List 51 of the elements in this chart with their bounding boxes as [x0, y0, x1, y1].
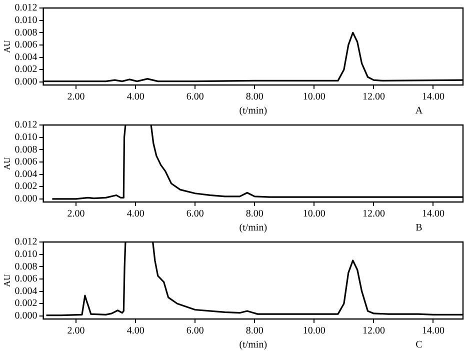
x-tick-label: 10.00 — [302, 92, 326, 103]
x-axis-title: (t/min) — [239, 340, 268, 351]
text: C — [416, 340, 423, 351]
y-tick-label: 0.000 — [14, 76, 38, 88]
y-axis-title: AU — [2, 274, 12, 287]
y-axis-title: AU — [2, 156, 12, 170]
x-tick-label: 8.00 — [246, 326, 264, 337]
y-tick-label: 0.008 — [14, 261, 38, 272]
x-tick-label: 8.00 — [246, 92, 264, 103]
x-tick-label: 14.00 — [422, 326, 444, 337]
y-tick-label: 0.012 — [14, 2, 38, 14]
x-axis-title: (t/min) — [239, 222, 268, 234]
y-tick-label: 0.012 — [14, 236, 38, 248]
y-tick-label: 0.004 — [14, 168, 38, 180]
x-tick-label: 8.00 — [246, 208, 264, 220]
y-tick-label: 0.000 — [14, 194, 38, 205]
y-tick-label: 0.006 — [14, 274, 38, 285]
y-tick-label: 0.010 — [14, 132, 38, 143]
x-tick-label: 12.00 — [362, 208, 385, 220]
x-tick-label: 6.00 — [186, 208, 204, 220]
y-tick-label: 0.000 — [14, 310, 38, 322]
y-tick-label: 0.006 — [14, 40, 38, 51]
x-tick-label: 2.00 — [67, 208, 85, 220]
y-tick-label: 0.010 — [14, 248, 38, 260]
x-tick-label: 4.00 — [126, 326, 144, 337]
x-tick-label: 10.00 — [302, 208, 326, 220]
y-tick-label: 0.006 — [14, 156, 38, 168]
x-tick-label: 10.00 — [302, 326, 326, 337]
x-tick-label: 4.00 — [126, 208, 144, 220]
x-tick-label: 14.00 — [422, 92, 444, 103]
x-tick-label: 12.00 — [362, 92, 385, 103]
x-axis-title: (t/min) — [239, 106, 268, 117]
y-tick-label: 0.002 — [14, 298, 38, 310]
y-tick-label: 0.012 — [14, 120, 38, 131]
x-tick-label: 4.00 — [126, 92, 144, 103]
y-axis-title: AU — [2, 40, 12, 53]
x-tick-label: 2.00 — [67, 92, 85, 103]
x-tick-label: 12.00 — [362, 326, 385, 337]
y-tick-label: 0.004 — [14, 286, 38, 297]
y-tick-label: 0.004 — [14, 52, 38, 63]
y-tick-label: 0.010 — [14, 14, 38, 26]
y-tick-label: 0.002 — [14, 64, 38, 76]
x-tick-label: 2.00 — [67, 326, 85, 337]
x-tick-label: 14.00 — [422, 208, 444, 220]
x-tick-label: 6.00 — [186, 326, 204, 337]
y-tick-label: 0.008 — [14, 144, 38, 156]
x-tick-label: 6.00 — [186, 92, 204, 103]
y-tick-label: 0.008 — [14, 27, 38, 38]
text: A — [415, 106, 424, 117]
y-tick-label: 0.002 — [14, 181, 38, 192]
text: B — [416, 222, 423, 234]
